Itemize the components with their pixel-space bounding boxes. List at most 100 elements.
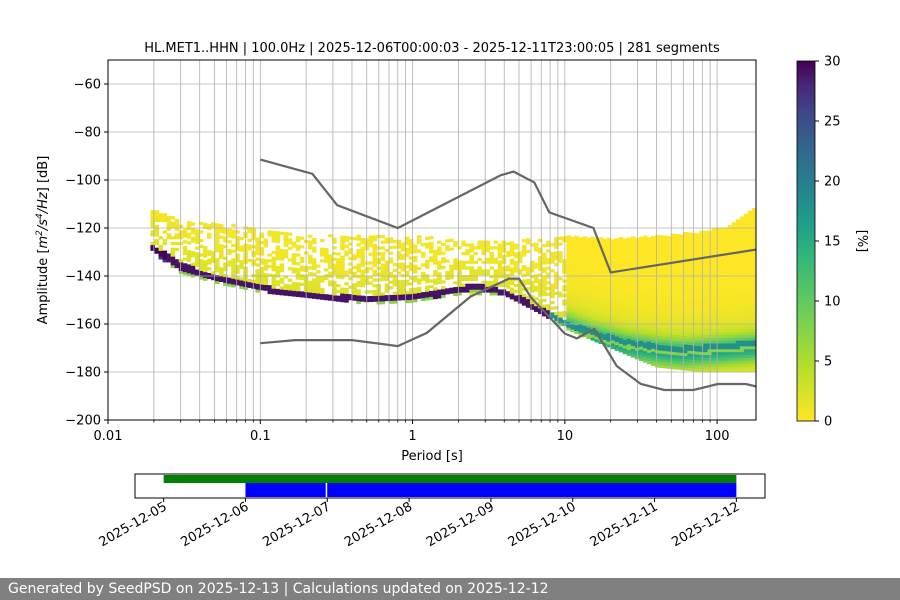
heatmap-cell [671,366,676,370]
heatmap-cell [699,276,705,281]
heatmap-cell [703,253,709,258]
heatmap-cell [509,241,515,245]
heatmap-cell [675,254,680,258]
heatmap-cell [618,340,624,344]
heatmap-cell [408,290,414,295]
heatmap-cell [626,277,632,282]
heatmap-cell [703,323,709,327]
heatmap-cell [255,240,260,244]
heatmap-cell [747,230,753,235]
heatmap-cell [154,213,160,217]
heatmap-cell [614,267,620,271]
heatmap-cell [586,272,591,276]
heatmap-cell [315,296,321,300]
heatmap-cell [538,259,543,263]
heatmap-cell [594,264,600,268]
heatmap-cell [651,328,656,332]
heatmap-cell [538,290,543,294]
heatmap-cell [735,276,741,281]
heatmap-cell [687,336,692,340]
heatmap-cell [215,266,220,270]
heatmap-cell [663,290,668,294]
heatmap-cell [271,236,277,240]
heatmap-cell [743,323,749,327]
heatmap-cell [505,291,511,295]
heatmap-cell [388,297,394,301]
heatmap-cell [683,350,688,354]
heatmap-cell [667,287,672,292]
heatmap-cell [739,253,745,258]
heatmap-cell [404,282,410,286]
heatmap-cell [311,272,317,276]
heatmap-cell [525,278,531,282]
heatmap-cell [695,239,700,243]
heatmap-cell [683,246,688,250]
heatmap-cell [412,270,418,274]
heatmap-cell [606,257,612,262]
heatmap-cell [638,346,644,350]
heatmap-cell [751,251,756,255]
heatmap-cell [388,240,394,244]
heatmap-cell [671,363,676,367]
heatmap-cell [638,280,644,284]
heatmap-cell [719,354,725,358]
heatmap-cell [647,280,652,284]
heatmap-cell [299,265,305,269]
heatmap-cell [441,260,446,264]
heatmap-cell [626,269,632,273]
heatmap-cell [667,267,672,271]
heatmap-cell [614,324,620,328]
heatmap-cell [683,252,688,256]
heatmap-cell [747,216,753,220]
heatmap-cell [259,281,264,285]
heatmap-cell [703,320,709,324]
heatmap-cell [606,326,612,331]
heatmap-cell [384,286,390,290]
heatmap-cell [457,275,462,279]
heatmap-cell [457,286,462,290]
heatmap-cell [529,269,535,273]
heatmap-cell [449,247,454,251]
heatmap-cell [574,238,579,242]
heatmap-cell [675,251,680,255]
heatmap-cell [578,237,583,241]
heatmap-cell [505,279,511,283]
heatmap-cell [727,248,733,252]
heatmap-cell [699,317,705,321]
heatmap-cell [739,245,745,249]
heatmap-cell [509,258,515,262]
heatmap-cell [578,271,583,276]
heatmap-cell [667,241,672,245]
heatmap-cell [239,265,244,269]
heatmap-cell [747,357,753,361]
heatmap-cell [457,263,462,267]
heatmap-cell [663,250,668,254]
heatmap-cell [566,264,571,268]
heatmap-cell [255,263,260,267]
heatmap-cell [647,289,652,293]
heatmap-cell [747,228,753,232]
heatmap-cell [679,341,684,345]
heatmap-cell [622,290,628,294]
heatmap-cell [574,287,579,291]
heatmap-cell [671,239,676,243]
heatmap-cell [695,290,700,295]
heatmap-cell [517,291,523,295]
heatmap-cell [542,307,547,311]
heatmap-cell [267,230,273,234]
heatmap-cell [663,258,668,262]
heatmap-cell [554,237,559,241]
heatmap-cell [699,351,705,355]
heatmap-cell [659,287,664,291]
heatmap-cell [663,241,668,245]
heatmap-cell [606,275,612,279]
heatmap-cell [751,233,756,237]
heatmap-cell [679,277,684,281]
heatmap-cell [461,283,466,287]
heatmap-cell [586,321,591,325]
heatmap-cell [433,295,438,300]
heatmap-cell [743,230,749,235]
heatmap-cell [723,285,729,289]
heatmap-cell [655,341,660,345]
heatmap-cell [606,254,612,259]
